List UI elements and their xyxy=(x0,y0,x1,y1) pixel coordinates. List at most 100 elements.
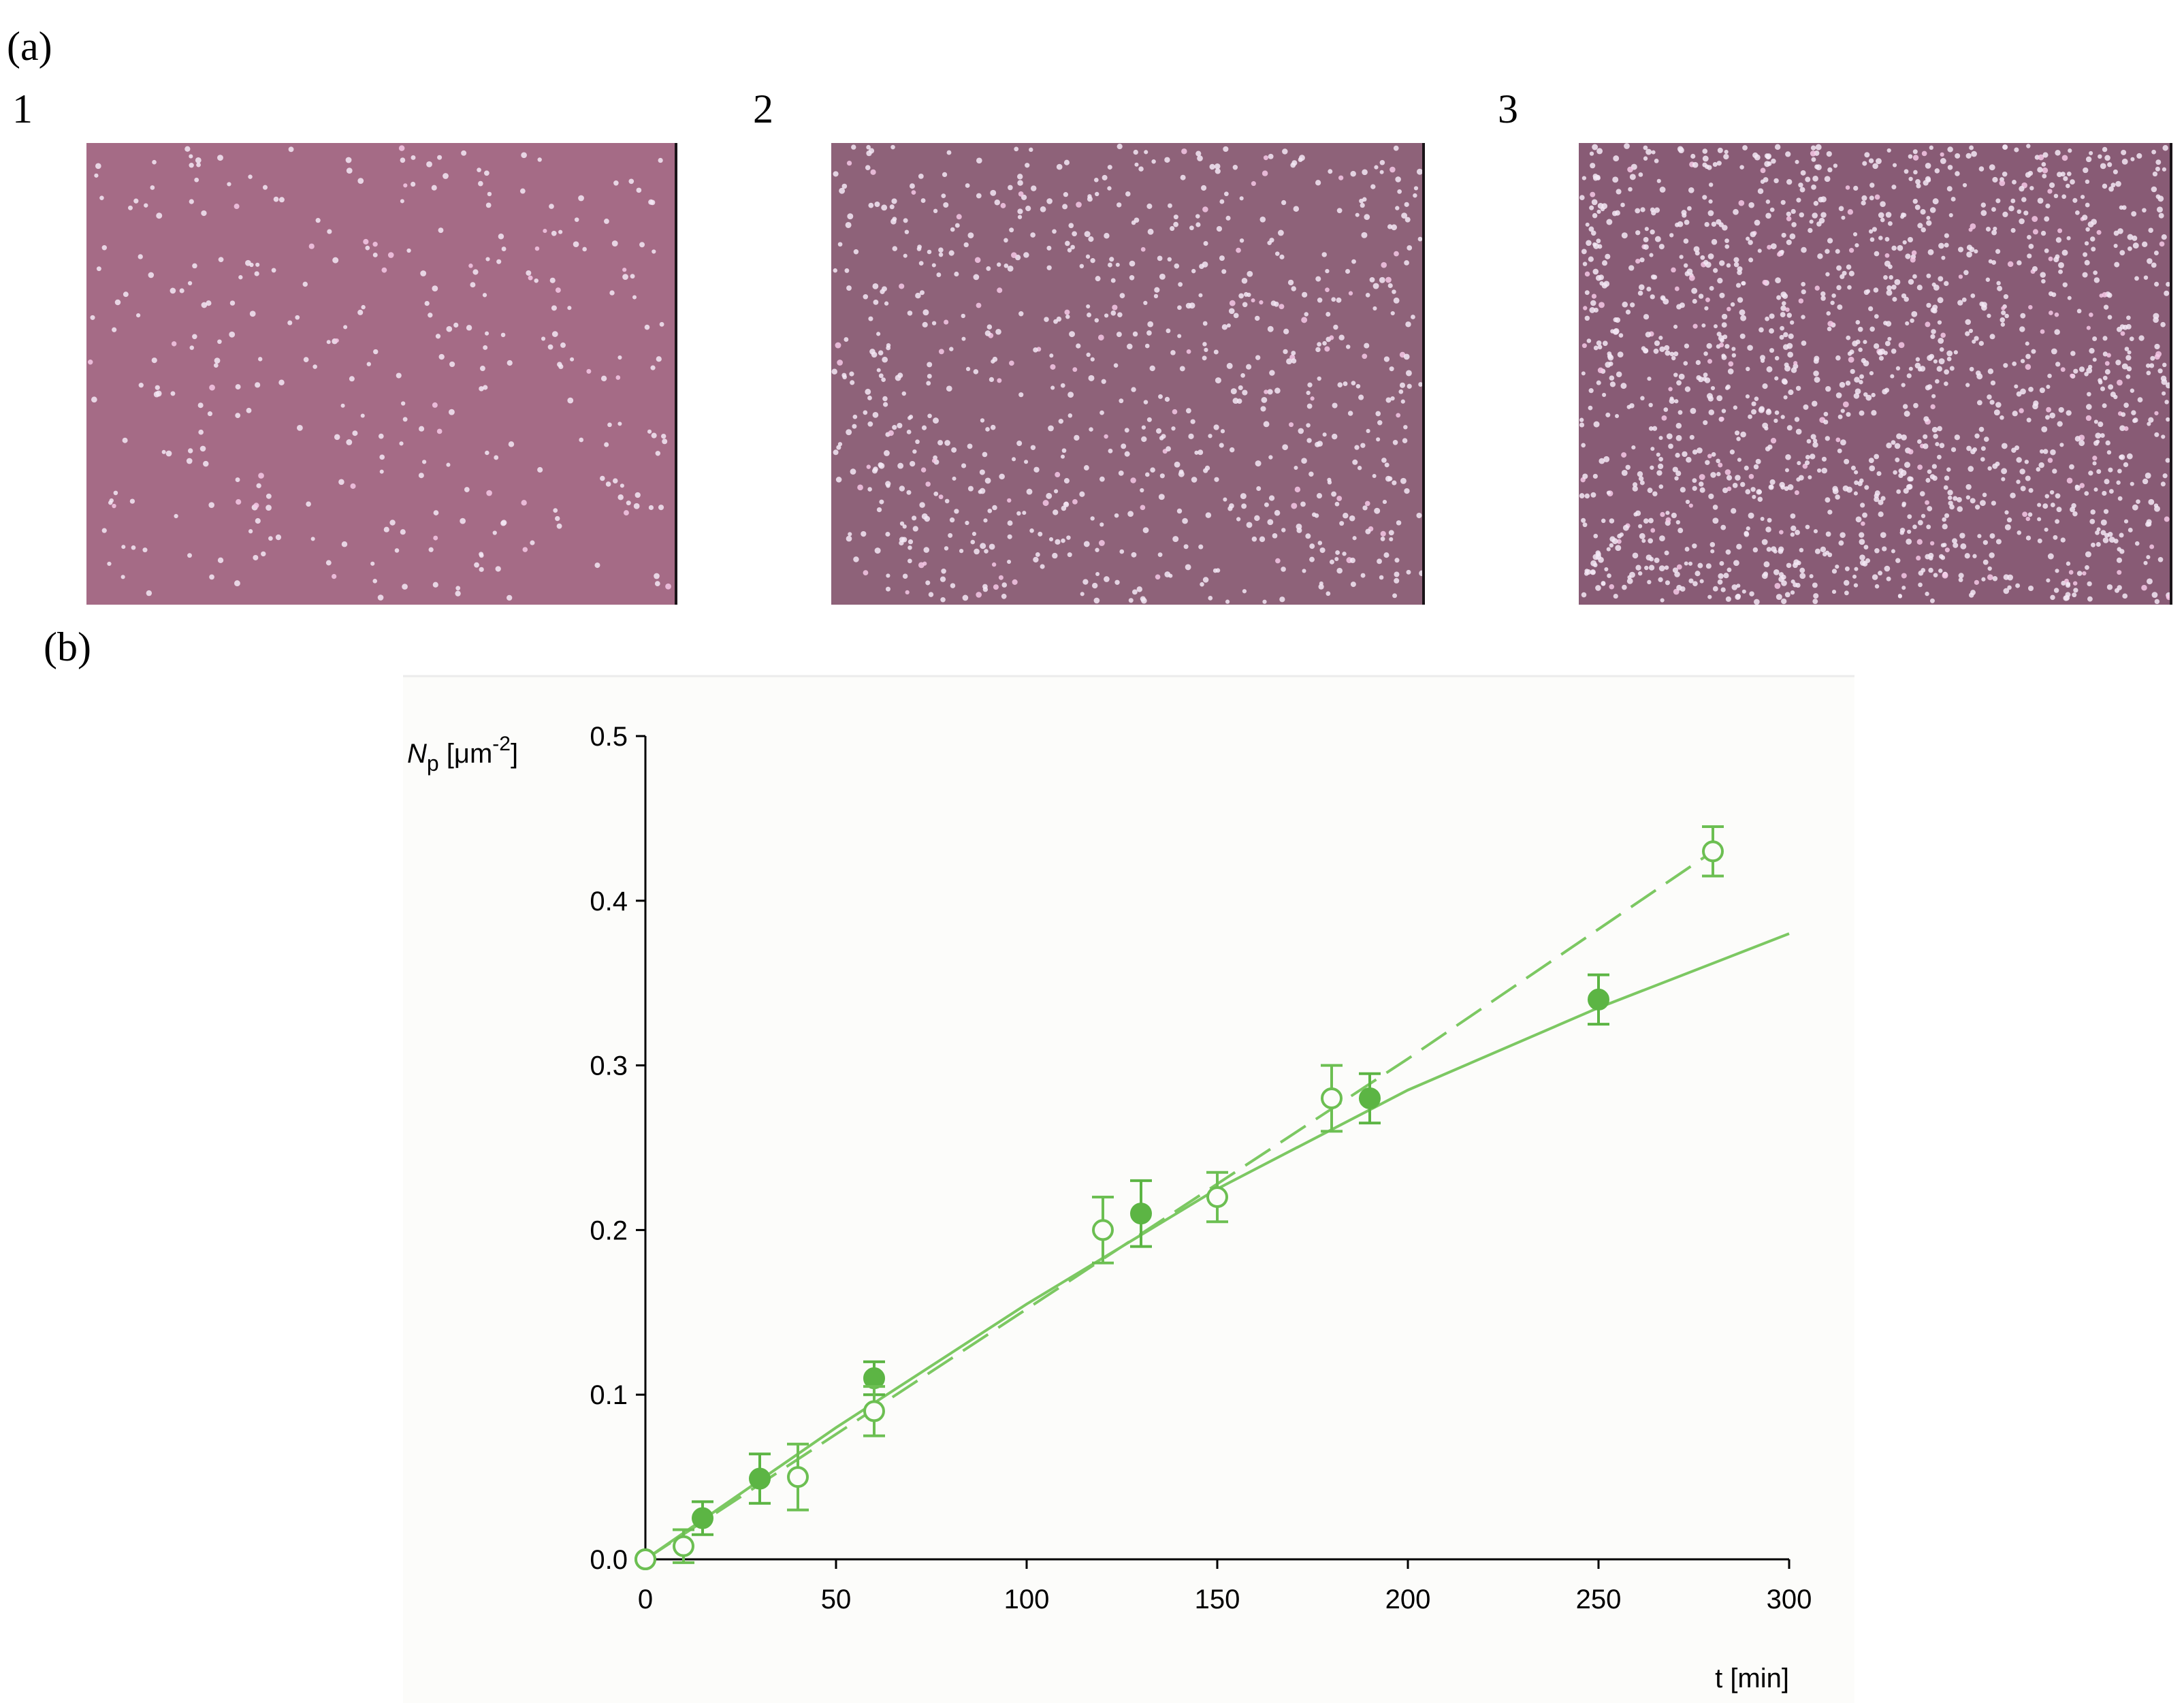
particle xyxy=(1615,545,1622,552)
particle xyxy=(1294,486,1301,493)
particle xyxy=(255,518,261,524)
y-tick-label: 0.1 xyxy=(590,1380,628,1410)
particle xyxy=(1722,334,1728,340)
particle xyxy=(1886,443,1892,449)
particle xyxy=(107,561,112,567)
particle xyxy=(1615,414,1620,419)
particle xyxy=(1916,183,1921,189)
particle xyxy=(2155,351,2162,357)
particle xyxy=(872,411,879,418)
particle xyxy=(2092,461,2097,466)
particle xyxy=(1906,539,1912,545)
particle xyxy=(1396,413,1401,418)
particle xyxy=(1970,498,1976,504)
particle xyxy=(1628,187,1633,192)
particle xyxy=(902,524,907,529)
particle xyxy=(2019,218,2025,225)
particle xyxy=(2087,581,2092,587)
particle xyxy=(1632,486,1638,492)
data-point xyxy=(1702,840,1724,863)
particle xyxy=(2061,194,2067,200)
particle xyxy=(1797,461,1801,466)
particle xyxy=(865,165,871,171)
particle xyxy=(1117,143,1123,150)
particle xyxy=(2125,355,2132,361)
particle xyxy=(1146,417,1152,422)
particle xyxy=(1114,513,1119,518)
particle xyxy=(2107,315,2113,320)
particle xyxy=(2082,214,2088,221)
particle xyxy=(1664,550,1669,556)
particle xyxy=(1873,287,1879,293)
particle xyxy=(537,157,542,162)
particle xyxy=(2085,156,2092,163)
particle xyxy=(989,377,995,383)
particle xyxy=(266,505,272,511)
particle xyxy=(1318,584,1324,590)
particle xyxy=(1774,144,1781,150)
particle xyxy=(1300,501,1306,507)
particle xyxy=(1884,260,1891,267)
particle xyxy=(487,191,492,197)
particle xyxy=(2146,370,2151,376)
particle xyxy=(1955,153,1961,159)
particle xyxy=(844,337,849,342)
particle xyxy=(1675,434,1682,441)
particle xyxy=(1987,394,1992,400)
particle xyxy=(2132,242,2139,249)
particle xyxy=(630,274,635,279)
particle xyxy=(1621,232,1628,239)
particle xyxy=(1698,293,1704,299)
particle xyxy=(1676,584,1682,591)
particle xyxy=(1769,348,1775,353)
particle xyxy=(941,568,946,574)
particle xyxy=(1720,524,1727,530)
particle xyxy=(2106,584,2113,590)
particle xyxy=(1705,460,1710,465)
particle xyxy=(831,368,837,375)
particle xyxy=(1628,265,1635,271)
particle xyxy=(1688,274,1695,281)
particle xyxy=(1170,350,1176,355)
particle xyxy=(2134,541,2140,546)
particle xyxy=(1896,433,1902,440)
particle xyxy=(1219,199,1225,204)
particle xyxy=(1863,392,1868,397)
particle xyxy=(846,429,852,436)
particle xyxy=(433,535,438,541)
micrograph-edge xyxy=(1422,143,1425,605)
particle xyxy=(1671,267,1676,273)
particle xyxy=(1390,166,1396,173)
particle xyxy=(1913,170,1918,175)
particle xyxy=(1417,236,1423,242)
particle xyxy=(1332,402,1338,409)
particle xyxy=(2155,159,2162,165)
particle xyxy=(1965,319,1971,325)
particle xyxy=(1765,526,1771,532)
particle xyxy=(1232,398,1239,404)
particle xyxy=(2083,167,2089,174)
particle xyxy=(917,244,922,249)
particle xyxy=(1932,304,1938,311)
particle xyxy=(2016,457,2022,463)
particle xyxy=(1617,351,1624,358)
particle xyxy=(1055,539,1061,545)
particle xyxy=(1827,238,1833,244)
image-label: 1 xyxy=(12,86,33,131)
particle xyxy=(1794,490,1799,495)
particle xyxy=(2126,453,2133,460)
particle xyxy=(1616,539,1622,544)
particle xyxy=(2095,432,2102,439)
particle xyxy=(1394,558,1400,563)
particle xyxy=(1202,321,1208,326)
particle xyxy=(984,477,991,484)
particle xyxy=(1603,456,1610,462)
particle xyxy=(1919,366,1926,372)
particle xyxy=(1185,408,1191,414)
particle xyxy=(1306,438,1312,443)
particle xyxy=(1910,318,1914,323)
particle xyxy=(1228,308,1235,315)
particle xyxy=(923,547,930,553)
particle xyxy=(1272,533,1278,539)
particle xyxy=(1869,465,1876,472)
